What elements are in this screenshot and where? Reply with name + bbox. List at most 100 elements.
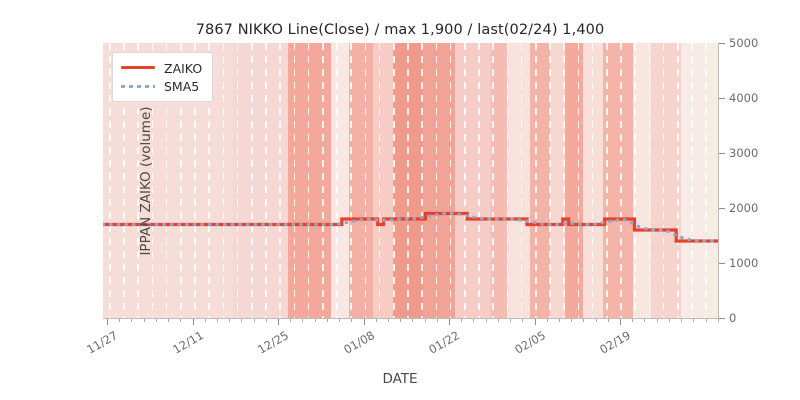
x-axis-minor-tick (143, 319, 145, 323)
x-axis-tick-label: 11/27 (84, 328, 120, 357)
background-band (233, 43, 288, 318)
gridline-vertical (378, 43, 381, 318)
x-axis-minor-tick (436, 319, 438, 323)
y-axis-tick-label: 4000 (729, 91, 759, 105)
background-band (603, 43, 633, 318)
gridline-vertical (577, 43, 580, 318)
gridline-vertical (279, 43, 281, 318)
gridline-vertical (137, 43, 139, 318)
gridline-vertical (506, 43, 509, 318)
gridline-vertical (620, 43, 622, 318)
y-axis-tick (719, 43, 725, 45)
gridline-vertical (677, 43, 679, 318)
x-axis-tick (534, 319, 536, 325)
gridline-vertical (421, 43, 423, 318)
x-axis-minor-tick (510, 319, 512, 323)
gridline-vertical (634, 43, 636, 318)
x-axis-minor-tick (632, 319, 634, 323)
y-axis-tick (719, 318, 725, 320)
x-axis-minor-tick (326, 319, 328, 323)
gridline-vertical (336, 43, 338, 318)
background-band (331, 43, 349, 318)
gridline-vertical (123, 43, 125, 318)
vertical-gridlines (103, 43, 718, 318)
x-axis-tick (363, 319, 365, 325)
x-axis-minor-tick (241, 319, 243, 323)
gridline-vertical (492, 43, 494, 318)
background-band (491, 43, 507, 318)
x-axis-minor-tick (644, 319, 646, 323)
x-axis-minor-tick (375, 319, 377, 323)
series-line-sma5 (103, 211, 718, 243)
x-axis-minor-tick (473, 319, 475, 323)
x-axis-minor-tick (681, 319, 683, 323)
x-axis-minor-tick (155, 319, 157, 323)
x-axis-minor-tick (351, 319, 353, 323)
x-axis-tick-label: 12/25 (255, 328, 291, 357)
series-lines (103, 211, 718, 243)
x-axis-minor-tick (693, 319, 695, 323)
x-axis-minor-tick (339, 319, 341, 323)
gridline-vertical (251, 43, 253, 318)
gridline-vertical (591, 43, 594, 318)
x-axis-minor-tick (583, 319, 585, 323)
x-axis-minor-tick (412, 319, 414, 323)
background-band (651, 43, 681, 318)
x-axis-minor-tick (558, 319, 560, 323)
x-axis-minor-tick (387, 319, 389, 323)
y-axis-tick (719, 208, 725, 210)
gridline-vertical (265, 43, 267, 318)
x-axis-minor-tick (265, 319, 267, 323)
legend-label-zaiko: ZAIKO (164, 60, 203, 76)
x-axis-minor-tick (485, 319, 487, 323)
background-band (507, 43, 530, 318)
x-axis-minor-tick (668, 319, 670, 323)
gridline-vertical (208, 43, 210, 318)
gridline-vertical (293, 43, 296, 318)
gridline-vertical (109, 43, 111, 318)
x-axis-minor-tick (656, 319, 658, 323)
gridline-vertical (435, 43, 438, 318)
x-axis-minor-tick (571, 319, 573, 323)
x-axis-minor-tick (607, 319, 609, 323)
gridline-vertical (180, 43, 182, 318)
gridline-vertical (307, 43, 310, 318)
x-axis-title: DATE (382, 371, 418, 387)
legend-item-sma5[interactable]: SMA5 (121, 77, 202, 95)
y-axis-tick (719, 263, 725, 265)
x-axis-minor-tick (290, 319, 292, 323)
x-axis-tick-label: 02/19 (597, 328, 633, 357)
gridline-vertical (648, 43, 651, 318)
gridline-vertical (222, 43, 225, 318)
background-band (423, 43, 455, 318)
background-band (373, 43, 393, 318)
x-axis-tick (620, 319, 622, 325)
x-axis-minor-tick (119, 319, 121, 323)
legend[interactable]: ZAIKO SMA5 (112, 52, 214, 102)
y-axis-tick-label: 1000 (729, 256, 759, 270)
x-axis-minor-tick (595, 319, 597, 323)
gridline-vertical (449, 43, 452, 318)
background-band (349, 43, 373, 318)
y-axis-tick-label: 5000 (729, 36, 759, 50)
legend-item-zaiko[interactable]: ZAIKO (121, 59, 202, 77)
y-axis-right (718, 43, 720, 319)
y-axis-tick-label: 2000 (729, 201, 759, 215)
gridline-vertical (322, 43, 324, 318)
gridline-vertical (194, 43, 196, 318)
x-axis-minor-tick (216, 319, 218, 323)
x-axis-tick-label: 02/05 (511, 328, 548, 357)
gridline-vertical (478, 43, 480, 318)
y-axis-tick-label: 3000 (729, 146, 759, 160)
y-axis-title-wrap: IPPAN ZAIKO (volume) (78, 43, 154, 318)
x-axis-minor-tick (302, 319, 304, 323)
x-axis-minor-tick (229, 319, 231, 323)
x-axis-minor-tick (705, 319, 707, 323)
x-axis-tick-label: 01/22 (426, 328, 462, 357)
legend-swatch-solid-icon (121, 62, 155, 74)
y-axis-tick-label: 0 (729, 311, 737, 325)
gridline-vertical (393, 43, 395, 318)
x-axis-minor-tick (497, 319, 499, 323)
x-axis-bottom (103, 318, 719, 320)
